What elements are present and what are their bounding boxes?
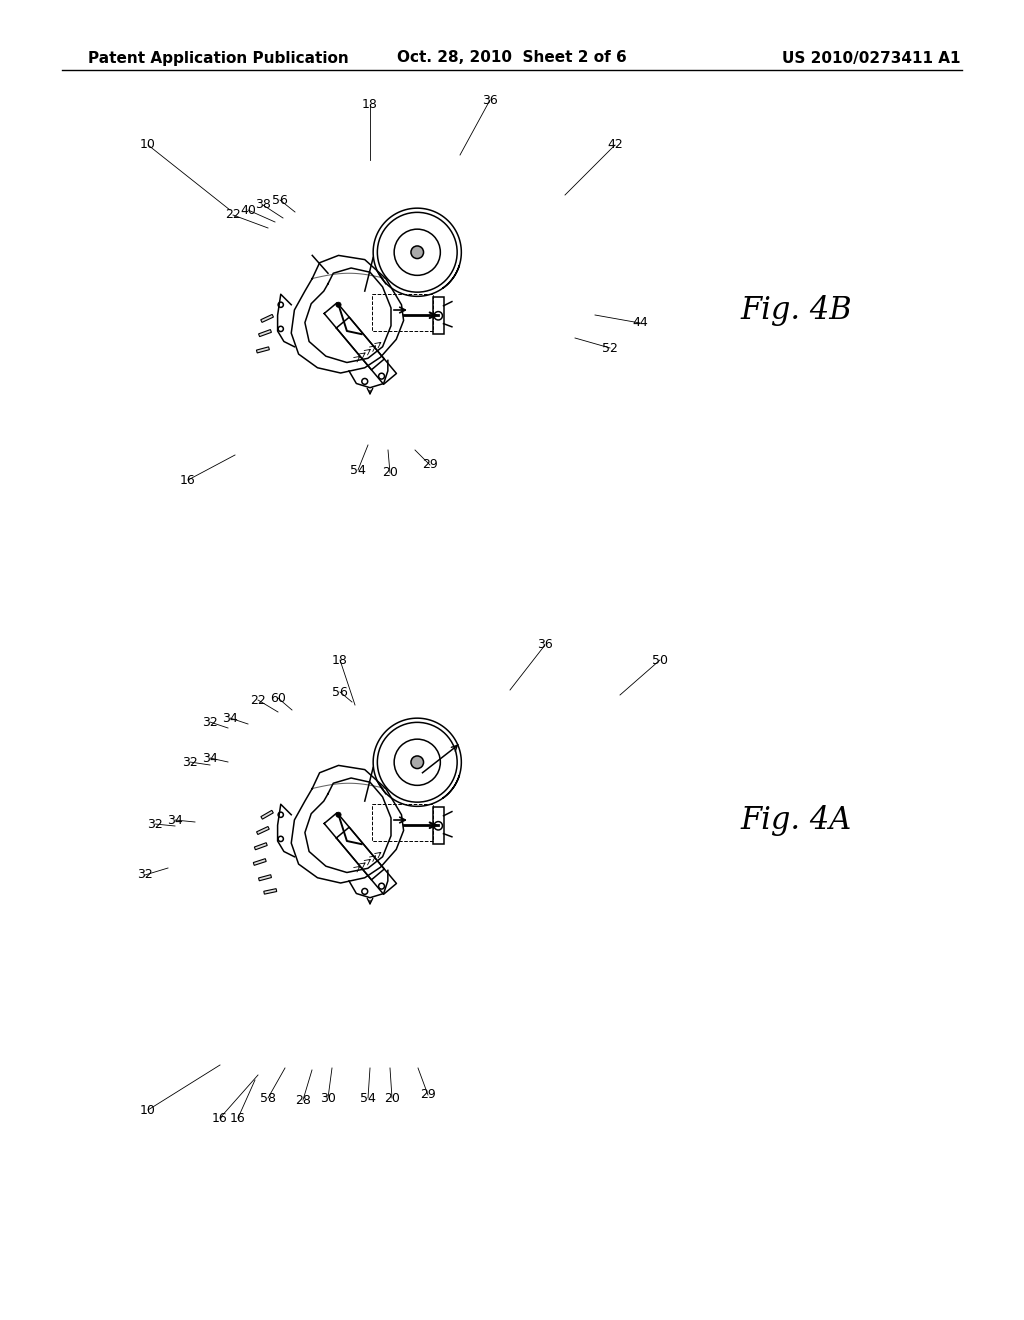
Text: 36: 36 [482,94,498,107]
Bar [253,858,266,866]
Text: Fig. 4A: Fig. 4A [740,804,851,836]
Text: 50: 50 [652,653,668,667]
Bar [372,294,433,331]
Text: 32: 32 [137,869,153,882]
Bar [258,875,271,880]
Text: 30: 30 [321,1092,336,1105]
Bar [254,842,267,850]
Circle shape [411,246,424,259]
Bar [261,810,273,820]
Text: 16: 16 [180,474,196,487]
Text: 52: 52 [602,342,617,355]
Text: 16: 16 [212,1111,228,1125]
Text: 32: 32 [147,817,163,830]
Text: 34: 34 [222,711,238,725]
Text: 54: 54 [360,1092,376,1105]
Text: 32: 32 [182,755,198,768]
Text: 56: 56 [272,194,288,206]
Bar [256,347,269,352]
Text: Patent Application Publication: Patent Application Publication [88,50,349,66]
Text: 54: 54 [350,463,366,477]
Text: 16: 16 [230,1111,246,1125]
Text: 40: 40 [240,203,256,216]
Bar [433,808,443,845]
Text: 34: 34 [202,751,218,764]
Circle shape [336,302,341,308]
Circle shape [411,756,424,768]
Text: 18: 18 [332,653,348,667]
Text: 42: 42 [607,139,623,152]
Bar [372,804,433,841]
Bar [257,826,269,834]
Text: 56: 56 [332,685,348,698]
Text: Oct. 28, 2010  Sheet 2 of 6: Oct. 28, 2010 Sheet 2 of 6 [397,50,627,66]
Text: 22: 22 [250,693,266,706]
Text: 58: 58 [260,1092,276,1105]
Text: 29: 29 [422,458,438,471]
Text: 10: 10 [140,139,156,152]
Text: 20: 20 [382,466,398,479]
Bar [259,330,271,337]
Text: 34: 34 [167,813,183,826]
Text: Fig. 4B: Fig. 4B [740,294,852,326]
Bar [433,297,443,334]
Text: 18: 18 [362,99,378,111]
Text: 38: 38 [255,198,271,211]
Text: 20: 20 [384,1092,400,1105]
Circle shape [336,812,341,817]
Text: 60: 60 [270,692,286,705]
Text: 22: 22 [225,209,241,222]
Text: 32: 32 [202,715,218,729]
Text: US 2010/0273411 A1: US 2010/0273411 A1 [781,50,961,66]
Bar [264,888,276,894]
Text: 10: 10 [140,1104,156,1117]
Bar [261,314,273,322]
Text: 29: 29 [420,1089,436,1101]
Text: 36: 36 [538,639,553,652]
Text: 28: 28 [295,1093,311,1106]
Text: 44: 44 [632,317,648,330]
